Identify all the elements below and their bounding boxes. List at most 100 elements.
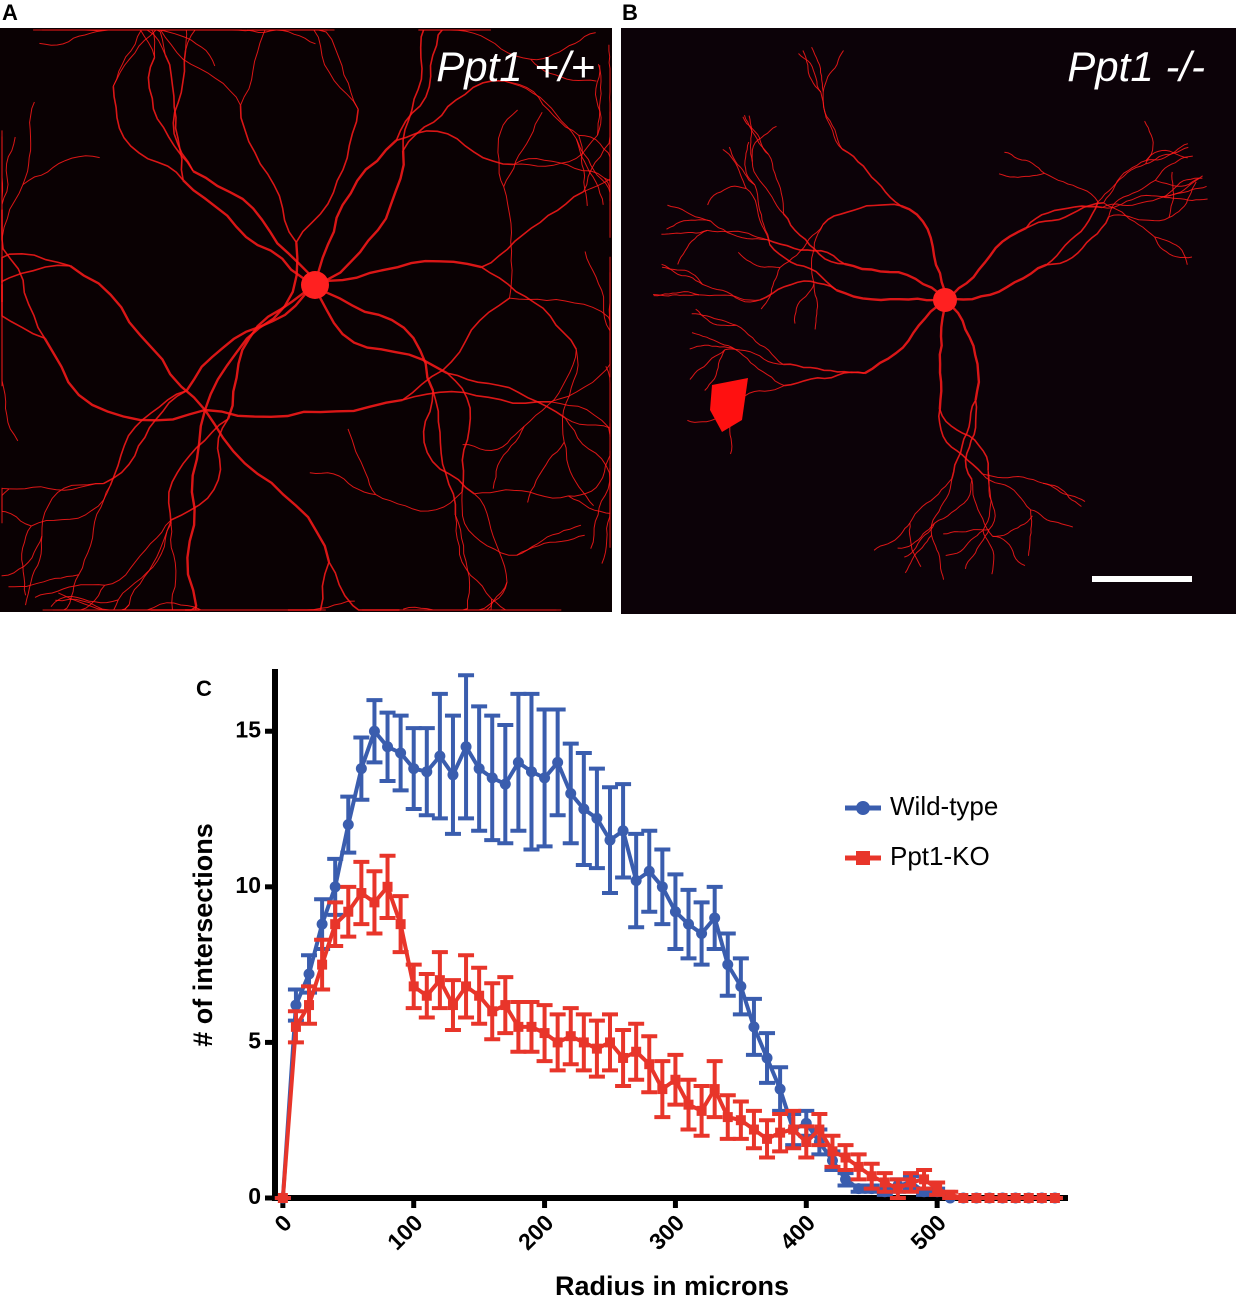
neurite	[55, 598, 137, 611]
marker	[1049, 1193, 1060, 1203]
marker	[434, 975, 445, 986]
neurite	[810, 224, 824, 284]
neurite	[1108, 214, 1170, 222]
marker	[604, 1037, 615, 1048]
neurite	[454, 514, 471, 609]
neurite	[904, 523, 935, 558]
marker	[499, 778, 511, 790]
neurite	[78, 485, 111, 576]
neurite	[172, 50, 195, 172]
marker	[748, 1021, 760, 1033]
neurite	[39, 29, 109, 46]
neurite	[516, 534, 585, 556]
marker	[853, 1183, 865, 1195]
neurite	[944, 263, 1047, 302]
marker	[892, 1183, 903, 1194]
neurite	[527, 441, 565, 503]
marker	[1036, 1193, 1047, 1203]
marker	[709, 1084, 720, 1095]
marker	[788, 1124, 799, 1135]
neurite	[1161, 196, 1208, 202]
neurite	[523, 349, 577, 427]
neurite	[167, 418, 229, 524]
marker	[827, 1146, 838, 1157]
neurite	[938, 299, 947, 410]
marker	[709, 912, 721, 924]
neurite	[811, 46, 824, 92]
x-tick-label: 0	[269, 1209, 296, 1236]
neurite	[1004, 151, 1045, 174]
neurite	[1025, 202, 1104, 229]
marker	[565, 787, 577, 799]
neurite	[503, 80, 577, 140]
marker	[408, 763, 420, 775]
neurite	[661, 266, 703, 285]
neurite	[568, 450, 611, 497]
neurite	[748, 115, 753, 162]
neurite	[128, 519, 172, 605]
scale-bar	[1092, 576, 1192, 582]
neurite	[594, 65, 602, 136]
marker	[748, 1124, 759, 1135]
legend-label: Ppt1-KO	[890, 841, 990, 871]
marker	[866, 1171, 877, 1182]
neurite	[1103, 202, 1156, 238]
neurite	[497, 109, 518, 187]
marker	[879, 1177, 890, 1188]
neurite	[21, 525, 32, 596]
neurite	[1154, 236, 1188, 265]
neurite	[473, 493, 508, 583]
neurite	[779, 224, 824, 268]
neurite	[402, 29, 425, 151]
neurite	[1042, 482, 1082, 507]
neurite	[951, 399, 977, 479]
series	[274, 673, 1063, 1204]
neurite	[661, 263, 703, 285]
neurite	[22, 155, 100, 186]
neurite	[313, 284, 448, 375]
marker	[735, 1115, 746, 1126]
y-tick-label: 5	[248, 1027, 261, 1053]
marker	[525, 766, 537, 778]
neurite	[736, 324, 784, 365]
marker	[958, 1193, 969, 1203]
neurite	[454, 514, 492, 600]
neurite	[69, 264, 206, 411]
neurite	[909, 478, 953, 524]
marker	[565, 1031, 576, 1042]
neurite	[1, 136, 4, 219]
marker	[670, 1074, 681, 1085]
neurite	[170, 523, 177, 611]
neurite	[813, 283, 819, 330]
neurite	[375, 491, 463, 512]
marker	[696, 1105, 707, 1116]
neurite	[751, 161, 784, 215]
neurite	[964, 529, 990, 570]
neurite	[103, 390, 187, 485]
neurite	[1168, 181, 1197, 218]
marker	[617, 825, 629, 837]
neurite	[822, 50, 844, 92]
neurite	[22, 101, 35, 185]
neurite	[513, 157, 605, 179]
legend-marker	[856, 801, 870, 815]
marker	[434, 750, 446, 762]
soma	[933, 288, 957, 312]
marker	[355, 763, 367, 775]
neurite	[931, 535, 945, 580]
micrograph-b	[621, 28, 1236, 614]
neurite	[769, 243, 838, 291]
neurite	[844, 262, 946, 301]
marker	[539, 772, 551, 784]
y-tick-label: 15	[235, 716, 261, 742]
neurite	[170, 418, 229, 521]
marker	[618, 1052, 629, 1063]
soma	[301, 271, 329, 299]
neurite	[347, 428, 377, 495]
y-axis-label: # of intersections	[188, 823, 218, 1047]
neurite	[971, 479, 994, 537]
marker	[421, 766, 433, 778]
marker	[421, 990, 432, 1001]
neurite	[666, 219, 711, 230]
